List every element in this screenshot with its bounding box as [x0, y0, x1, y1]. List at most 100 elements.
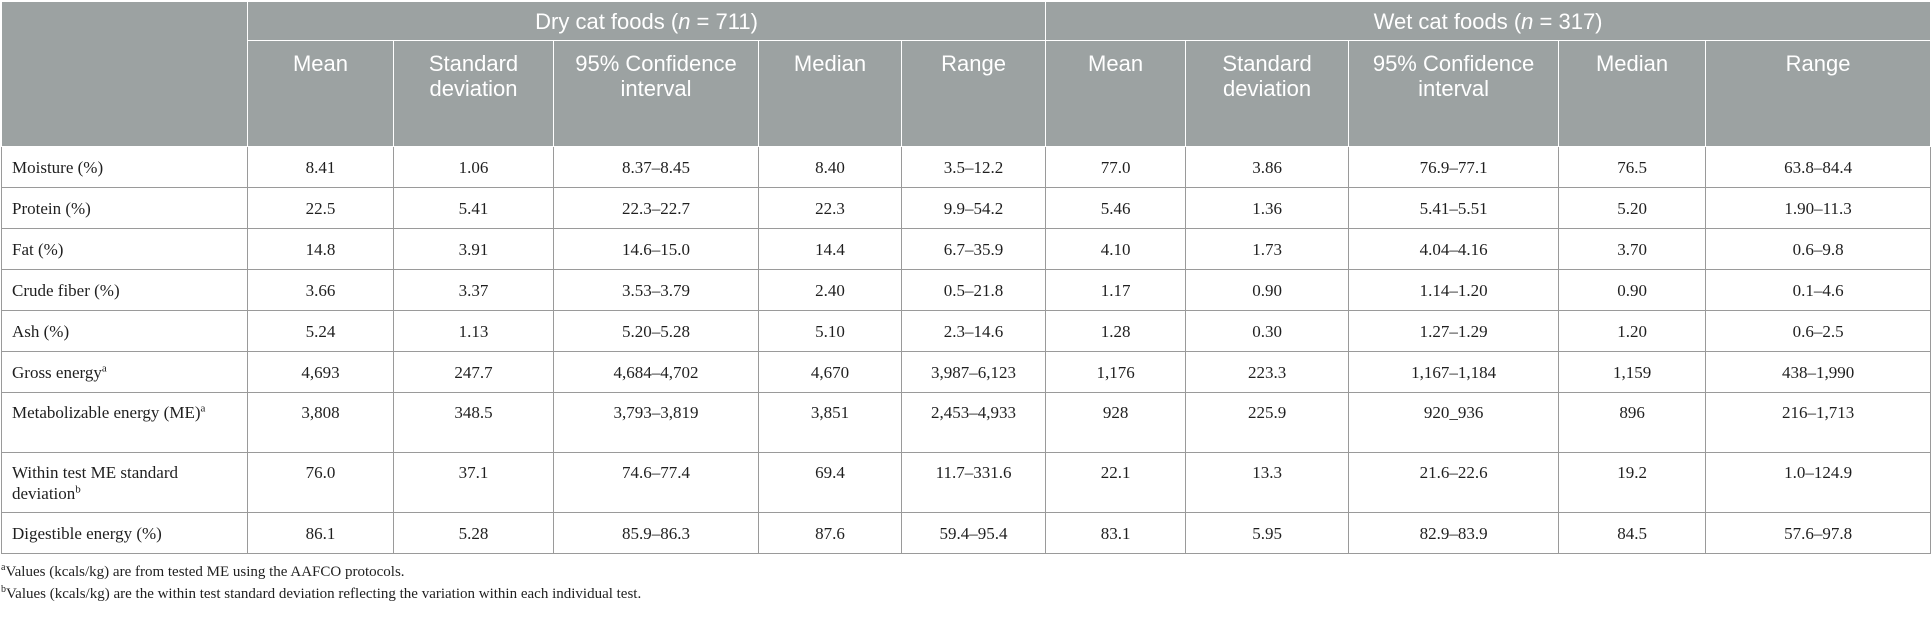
cell-wet: 1.14–1.20	[1348, 269, 1560, 311]
cell-wet: 5.41–5.51	[1348, 187, 1560, 229]
cell-dry: 5.24	[247, 310, 394, 352]
cell-wet: 22.1	[1045, 452, 1187, 513]
row-label: Moisture (%)	[1, 146, 248, 188]
footnote: bValues (kcals/kg) are the within test s…	[1, 584, 642, 603]
cell-wet: 1.27–1.29	[1348, 310, 1560, 352]
table-row: Ash (%) 5.24 1.13 5.20–5.28 5.10 2.3–14.6 1.28…	[1, 310, 1931, 352]
cell-wet: 896	[1558, 392, 1707, 453]
cell-dry: 3,793–3,819	[553, 392, 759, 453]
cell-dry: 8.40	[758, 146, 902, 188]
cell-wet: 1.36	[1185, 187, 1350, 229]
table-row: Metabolizable energy (ME)a 3,808 348.5 3,79…	[1, 392, 1931, 453]
cell-dry: 37.1	[393, 452, 554, 513]
cell-wet: 1,159	[1558, 351, 1707, 393]
column-header-wet: Standard deviation	[1185, 40, 1350, 147]
column-header-dry: Median	[758, 40, 902, 147]
row-label: Within test ME standard deviationb	[1, 452, 248, 513]
cell-dry: 14.4	[758, 228, 902, 270]
cell-dry: 4,684–4,702	[553, 351, 759, 393]
row-label: Digestible energy (%)	[1, 512, 248, 554]
cell-dry: 87.6	[758, 512, 902, 554]
cell-wet: 438–1,990	[1705, 351, 1931, 393]
cell-wet: 0.90	[1558, 269, 1707, 311]
cell-wet: 1.0–124.9	[1705, 452, 1931, 513]
cell-dry: 3,987–6,123	[900, 351, 1047, 393]
cell-dry: 0.5–21.8	[900, 269, 1047, 311]
table-row: Fat (%) 14.8 3.91 14.6–15.0 14.4 6.7–35.9 4.10…	[1, 228, 1931, 270]
cell-wet: 57.6–97.8	[1705, 512, 1931, 554]
column-header-wet: Median	[1558, 40, 1707, 147]
cell-wet: 223.3	[1185, 351, 1350, 393]
cell-wet: 19.2	[1558, 452, 1707, 513]
nutrient-table-container: Dry cat foods (n = 711) Wet cat foods (n…	[1, 1, 1931, 605]
cell-dry: 5.10	[758, 310, 902, 352]
cell-wet: 1.20	[1558, 310, 1707, 352]
row-label: Ash (%)	[1, 310, 248, 352]
group-header-wet: Wet cat foods (n = 317)	[1045, 1, 1931, 41]
cell-wet: 77.0	[1045, 146, 1187, 188]
cell-dry: 76.0	[247, 452, 394, 513]
cell-dry: 6.7–35.9	[900, 228, 1047, 270]
row-label: Fat (%)	[1, 228, 248, 270]
cell-wet: 76.9–77.1	[1348, 146, 1560, 188]
cell-dry: 5.28	[393, 512, 554, 554]
cell-dry: 14.6–15.0	[553, 228, 759, 270]
cell-wet: 0.6–9.8	[1705, 228, 1931, 270]
cell-dry: 348.5	[393, 392, 554, 453]
cell-dry: 69.4	[758, 452, 902, 513]
cell-dry: 74.6–77.4	[553, 452, 759, 513]
cell-wet: 82.9–83.9	[1348, 512, 1560, 554]
row-label: Metabolizable energy (ME)a	[1, 392, 248, 453]
cell-wet: 13.3	[1185, 452, 1350, 513]
table-row: Protein (%) 22.5 5.41 22.3–22.7 22.3 9.9–54.2…	[1, 187, 1931, 229]
cell-dry: 2.3–14.6	[900, 310, 1047, 352]
cell-wet: 5.46	[1045, 187, 1187, 229]
column-header-dry: Range	[900, 40, 1047, 147]
cell-dry: 3,851	[758, 392, 902, 453]
cell-wet: 76.5	[1558, 146, 1707, 188]
cell-dry: 85.9–86.3	[553, 512, 759, 554]
corner-header-cell	[1, 1, 248, 147]
cell-dry: 1.06	[393, 146, 554, 188]
cell-wet: 1.17	[1045, 269, 1187, 311]
cell-wet: 216–1,713	[1705, 392, 1931, 453]
cell-dry: 5.20–5.28	[553, 310, 759, 352]
cell-dry: 14.8	[247, 228, 394, 270]
column-header-wet: Range	[1705, 40, 1931, 147]
cell-dry: 4,670	[758, 351, 902, 393]
cell-dry: 59.4–95.4	[900, 512, 1047, 554]
row-label: Crude fiber (%)	[1, 269, 248, 311]
nutrient-table: Dry cat foods (n = 711) Wet cat foods (n…	[1, 1, 1931, 554]
group-header-dry: Dry cat foods (n = 711)	[246, 1, 1047, 41]
cell-dry: 22.5	[247, 187, 394, 229]
cell-wet: 5.20	[1558, 187, 1707, 229]
table-row: Moisture (%) 8.41 1.06 8.37–8.45 8.40 3.5–12.…	[1, 146, 1931, 188]
cell-dry: 1.13	[393, 310, 554, 352]
cell-wet: 84.5	[1558, 512, 1707, 554]
footnote: aValues (kcals/kg) are from tested ME us…	[1, 562, 405, 581]
column-header-wet: Mean	[1045, 40, 1187, 147]
column-header-dry: Mean	[247, 40, 394, 147]
cell-dry: 8.37–8.45	[553, 146, 759, 188]
cell-dry: 5.41	[393, 187, 554, 229]
cell-wet: 1,176	[1045, 351, 1187, 393]
row-label: Protein (%)	[1, 187, 248, 229]
cell-dry: 3,808	[247, 392, 394, 453]
cell-dry: 3.5–12.2	[900, 146, 1047, 188]
cell-wet: 1.28	[1045, 310, 1187, 352]
table-row: Crude fiber (%) 3.66 3.37 3.53–3.79 2.40 0.5–…	[1, 269, 1931, 311]
footnote-marker: a	[101, 361, 107, 374]
cell-wet: 920_936	[1348, 392, 1560, 453]
row-label: Gross energya	[1, 351, 248, 393]
cell-dry: 3.66	[247, 269, 394, 311]
cell-wet: 928	[1045, 392, 1187, 453]
cell-dry: 247.7	[393, 351, 554, 393]
cell-dry: 9.9–54.2	[900, 187, 1047, 229]
cell-dry: 3.53–3.79	[553, 269, 759, 311]
cell-wet: 0.90	[1185, 269, 1350, 311]
cell-dry: 2.40	[758, 269, 902, 311]
footnote-marker: b	[75, 483, 81, 496]
cell-wet: 5.95	[1185, 512, 1350, 554]
cell-dry: 86.1	[247, 512, 394, 554]
cell-wet: 1.90–11.3	[1705, 187, 1931, 229]
